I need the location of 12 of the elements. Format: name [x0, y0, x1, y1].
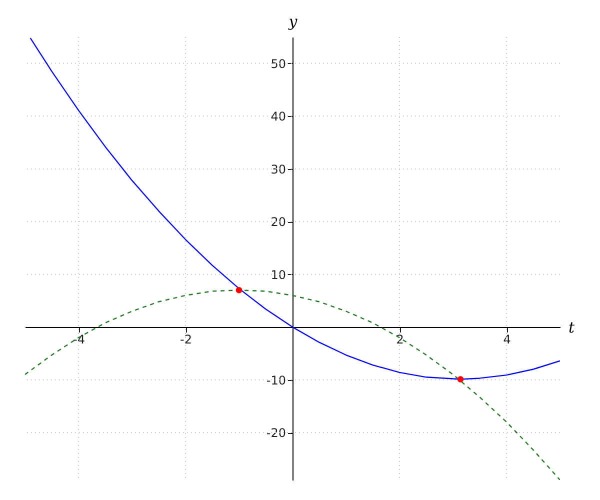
y-tick-label: 40	[270, 110, 286, 124]
x-axis-title: t	[568, 318, 576, 337]
x-tick-label: -2	[180, 332, 192, 347]
x-tick-label: 2	[396, 332, 404, 347]
y-tick-label: -20	[266, 426, 286, 440]
y-tick-label: 30	[270, 162, 286, 176]
x-tick-label: -4	[73, 332, 85, 347]
y-tick-label: -10	[266, 373, 286, 388]
y-tick-label: 50	[270, 56, 286, 71]
y-tick-label: 20	[270, 215, 286, 230]
y-axis-title: y	[288, 12, 298, 30]
y-tick-label: 10	[270, 268, 286, 282]
